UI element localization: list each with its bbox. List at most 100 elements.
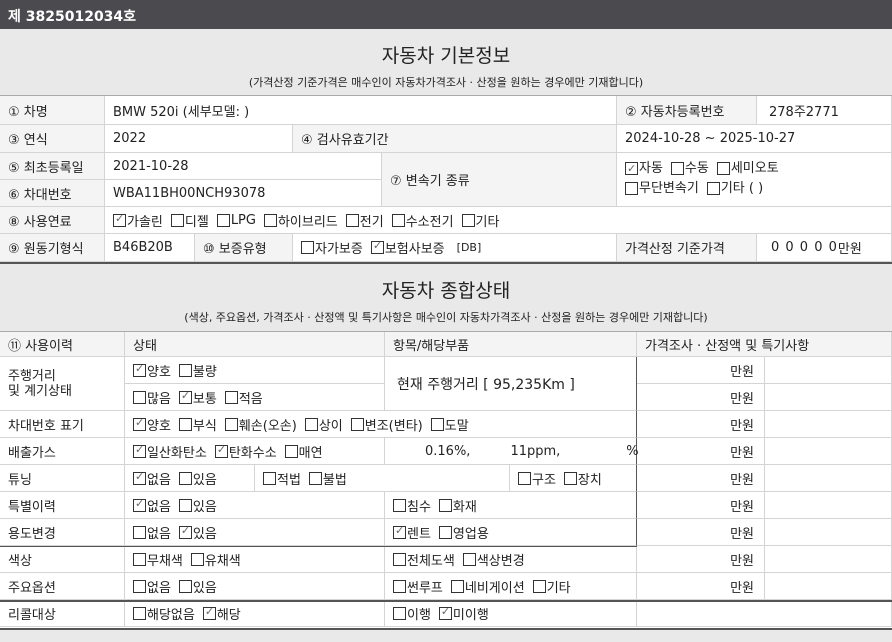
checkbox-icon[interactable] [462,552,476,566]
checkbox-1[interactable]: 있음 [178,469,217,488]
checkbox-0[interactable]: 양호 [133,415,171,434]
checkbox-2[interactable]: 기타 [532,577,571,596]
checkbox-0[interactable]: 가솔린 [113,211,163,230]
checkbox-1[interactable]: 불법 [308,469,347,488]
checkbox-1[interactable]: 화재 [438,496,477,515]
checkbox-icon[interactable] [133,525,146,539]
checkbox-1[interactable]: 보험사보증 [370,238,445,257]
checkbox-icon[interactable] [178,363,192,377]
checkbox-icon[interactable] [518,471,531,485]
checkbox-icon[interactable] [178,389,192,404]
checkbox-5[interactable]: 도말 [430,415,469,434]
checkbox-icon[interactable] [133,606,146,620]
checkbox-1[interactable]: 부식 [178,415,217,434]
checkbox-0[interactable]: 없음 [133,469,171,488]
checkbox-icon[interactable] [263,471,276,485]
checkbox-0[interactable]: 자가보증 [301,238,363,257]
checkbox-1[interactable]: 유채색 [190,550,241,569]
checkbox-icon[interactable] [438,605,452,620]
checkbox-1[interactable]: 해당 [202,604,241,623]
checkbox-0[interactable]: 없음 [133,496,171,515]
checkbox-icon[interactable] [133,470,146,485]
checkbox-1[interactable]: 탄화수소 [214,442,277,461]
checkbox-icon[interactable] [393,498,406,512]
checkbox-0[interactable]: 자동 [625,160,663,177]
checkbox-icon[interactable] [133,443,146,458]
checkbox-1[interactable]: 불량 [178,361,217,380]
checkbox-icon[interactable] [214,443,228,458]
checkbox-icon[interactable] [170,213,184,227]
checkbox-icon[interactable] [430,417,444,431]
checkbox-icon[interactable] [224,417,238,431]
checkbox-icon[interactable] [716,161,730,175]
checkbox-3[interactable]: 하이브리드 [263,211,338,230]
checkbox-3[interactable]: 상이 [304,415,343,434]
checkbox-1[interactable]: 미이행 [438,604,489,623]
checkbox-6[interactable]: 기타 [461,211,499,230]
checkbox-0[interactable]: 이행 [393,604,431,623]
checkbox-1[interactable]: 장치 [563,469,602,488]
checkbox-icon[interactable] [304,417,318,431]
checkbox-1[interactable]: 있음 [178,496,217,515]
checkbox-icon[interactable] [133,579,146,593]
checkbox-icon[interactable] [450,579,464,593]
checkbox-1[interactable]: 색상변경 [462,550,525,569]
checkbox-icon[interactable] [178,417,192,431]
checkbox-2[interactable]: 매연 [284,442,323,461]
checkbox-0[interactable]: 많음 [133,388,171,407]
checkbox-icon[interactable] [438,498,452,512]
checkbox-0[interactable]: 무단변속기 [625,180,699,197]
checkbox-0[interactable]: 썬루프 [393,577,443,596]
checkbox-0[interactable]: 양호 [133,361,171,380]
checkbox-1[interactable]: 있음 [178,523,217,542]
checkbox-1[interactable]: 수동 [670,160,709,177]
checkbox-2[interactable]: LPG [216,213,256,228]
checkbox-0[interactable]: 침수 [393,496,431,515]
checkbox-icon[interactable] [370,239,384,254]
checkbox-0[interactable]: 일산화탄소 [133,442,207,461]
checkbox-0[interactable]: 없음 [133,523,171,542]
checkbox-2[interactable]: 적음 [224,388,263,407]
checkbox-icon[interactable] [438,525,452,539]
checkbox-icon[interactable] [625,181,638,195]
checkbox-1[interactable]: 영업용 [438,523,489,542]
checkbox-4[interactable]: 전기 [345,211,384,230]
checkbox-icon[interactable] [133,390,146,404]
checkbox-icon[interactable] [393,524,406,539]
checkbox-icon[interactable] [133,552,146,566]
checkbox-4[interactable]: 변조(변타) [350,415,423,434]
checkbox-2[interactable]: 세미오토 [716,160,779,177]
checkbox-icon[interactable] [113,212,126,227]
checkbox-icon[interactable] [350,417,364,431]
checkbox-5[interactable]: 수소전기 [391,211,454,230]
checkbox-0[interactable]: 해당없음 [133,604,195,623]
checkbox-icon[interactable] [670,161,684,175]
checkbox-icon[interactable] [345,213,359,227]
checkbox-0[interactable]: 없음 [133,577,171,596]
checkbox-icon[interactable] [133,416,146,431]
checkbox-icon[interactable] [308,471,322,485]
checkbox-icon[interactable] [133,497,146,512]
checkbox-icon[interactable] [133,362,146,377]
checkbox-icon[interactable] [563,471,577,485]
checkbox-icon[interactable] [301,240,314,254]
checkbox-icon[interactable] [263,213,277,227]
checkbox-icon[interactable] [224,390,238,404]
checkbox-0[interactable]: 전체도색 [393,550,455,569]
checkbox-icon[interactable] [706,181,720,195]
checkbox-icon[interactable] [625,160,638,177]
checkbox-icon[interactable] [393,579,406,593]
checkbox-0[interactable]: 무채색 [133,550,183,569]
checkbox-2[interactable]: 훼손(오손) [224,415,297,434]
checkbox-1[interactable]: 기타 ( ) [706,180,763,197]
checkbox-1[interactable]: 보통 [178,388,217,407]
checkbox-icon[interactable] [461,213,475,227]
checkbox-icon[interactable] [190,552,204,566]
checkbox-icon[interactable] [532,579,546,593]
checkbox-icon[interactable] [202,605,216,620]
checkbox-icon[interactable] [393,606,406,620]
checkbox-icon[interactable] [393,552,406,566]
checkbox-icon[interactable] [178,524,192,539]
checkbox-0[interactable]: 구조 [518,469,556,488]
checkbox-1[interactable]: 네비게이션 [450,577,525,596]
